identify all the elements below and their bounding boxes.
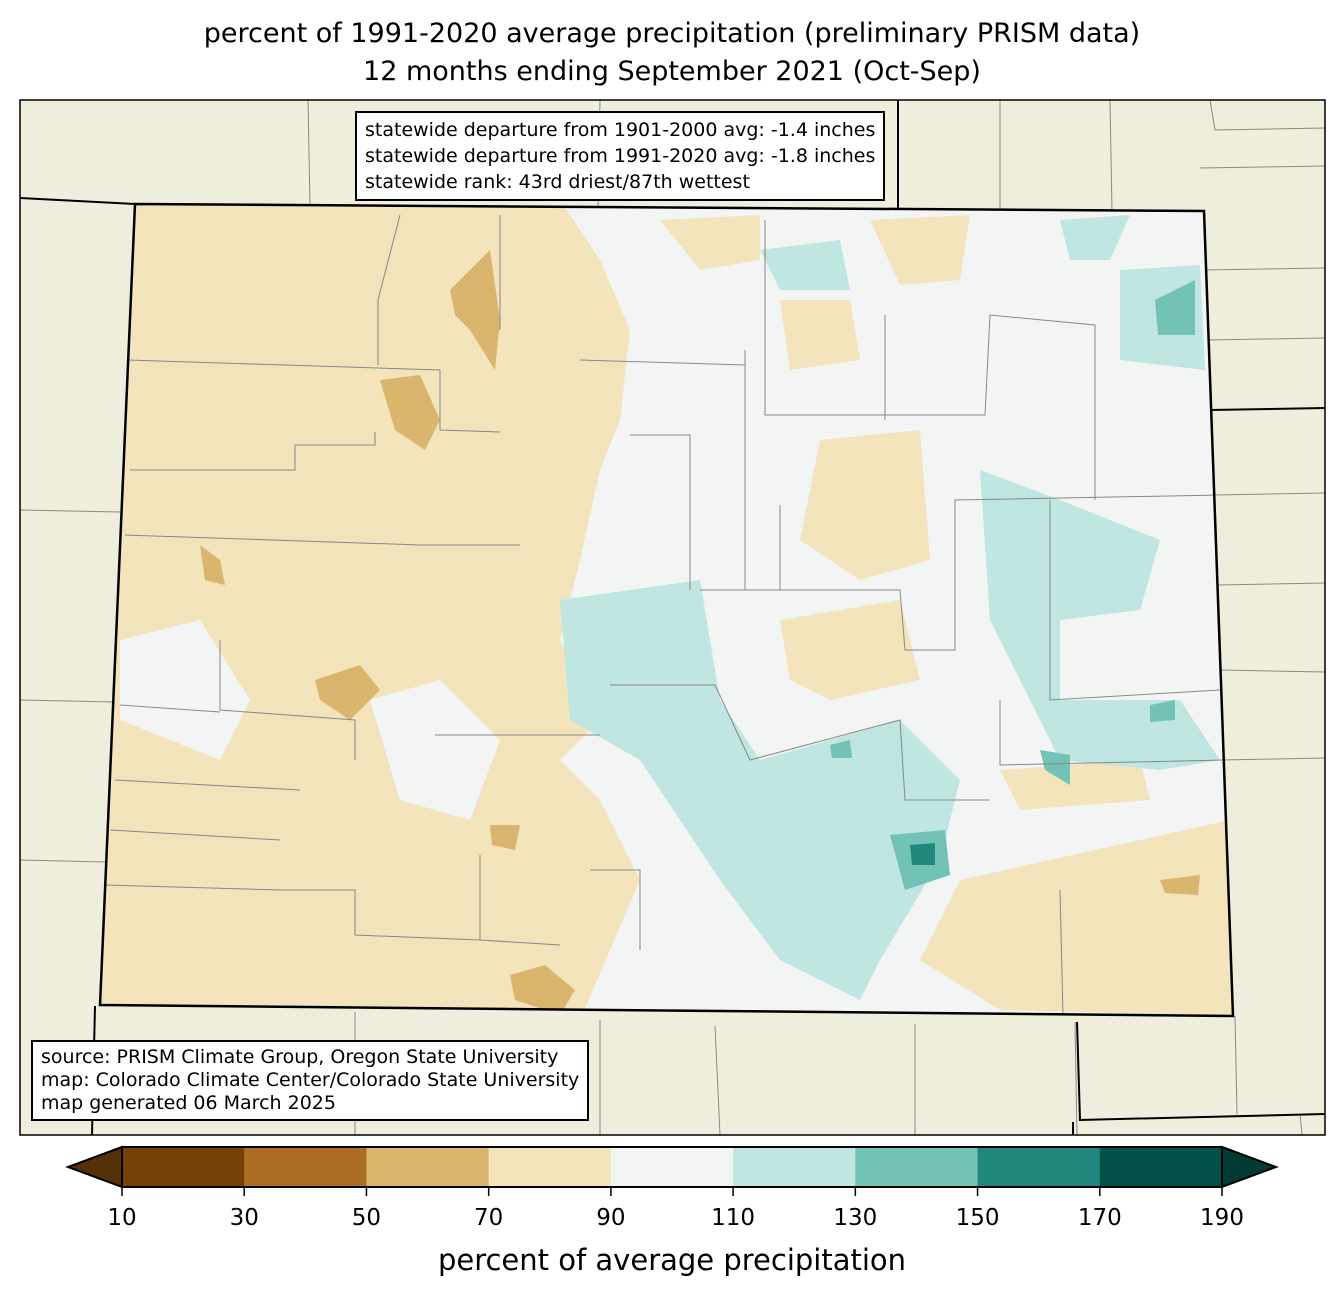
colorbar-segment: [1099, 1147, 1223, 1187]
colorbar-tick-label: 170: [1077, 1205, 1122, 1231]
colorbar-tick-label: 190: [1200, 1205, 1244, 1231]
statewide-stats-box: statewide departure from 1901-2000 avg: …: [355, 111, 886, 201]
credits-line1: source: PRISM Climate Group, Oregon Stat…: [41, 1046, 559, 1068]
credits-box: source: PRISM Climate Group, Oregon Stat…: [31, 1040, 590, 1121]
colorbar-tick-label: 50: [351, 1205, 382, 1231]
colorbar-tick-label: 130: [833, 1205, 878, 1231]
credits-line2: map: Colorado Climate Center/Colorado St…: [41, 1069, 580, 1091]
colorbar-under-extension: [65, 1145, 123, 1189]
colorbar-over-extension: [1221, 1145, 1279, 1189]
colorbar-tick-label: 150: [955, 1205, 1000, 1231]
colorbar-segment: [122, 1147, 245, 1187]
credits-line3: map generated 06 March 2025: [41, 1092, 336, 1114]
colorbar-segment: [733, 1147, 856, 1187]
map-title-line2: 12 months ending September 2021 (Oct-Sep…: [363, 56, 981, 87]
county-lines-outside: [19, 99, 1326, 1136]
county-lines: [104, 214, 1226, 1016]
colorbar-segment: [488, 1147, 612, 1187]
colorbar-segment: [366, 1147, 490, 1187]
stats-line2: statewide departure from 1991-2020 avg: …: [365, 145, 876, 167]
colorbar-tick-label: 110: [711, 1205, 756, 1231]
colorbar: [65, 1145, 1279, 1196]
colorado-precip-field: [100, 204, 1233, 1016]
colorbar-tick-label: 90: [596, 1205, 626, 1231]
map-title-line1: percent of 1991-2020 average precipitati…: [203, 18, 1141, 49]
colorbar-segment: [977, 1147, 1101, 1187]
colorbar-tick-label: 30: [229, 1205, 259, 1231]
colorbar-tick-label: 70: [474, 1205, 504, 1231]
stats-line1: statewide departure from 1901-2000 avg: …: [365, 119, 876, 141]
map-frame: [19, 99, 1326, 1136]
colorbar-segment: [244, 1147, 367, 1187]
colorbar-tick-label: 10: [107, 1205, 137, 1231]
colorbar-segment: [855, 1147, 979, 1187]
colorbar-label: percent of average precipitation: [437, 1243, 907, 1277]
stats-line3: statewide rank: 43rd driest/87th wettest: [365, 171, 750, 193]
colorbar-segment: [610, 1147, 734, 1187]
colorado-border: [98, 202, 1235, 1018]
